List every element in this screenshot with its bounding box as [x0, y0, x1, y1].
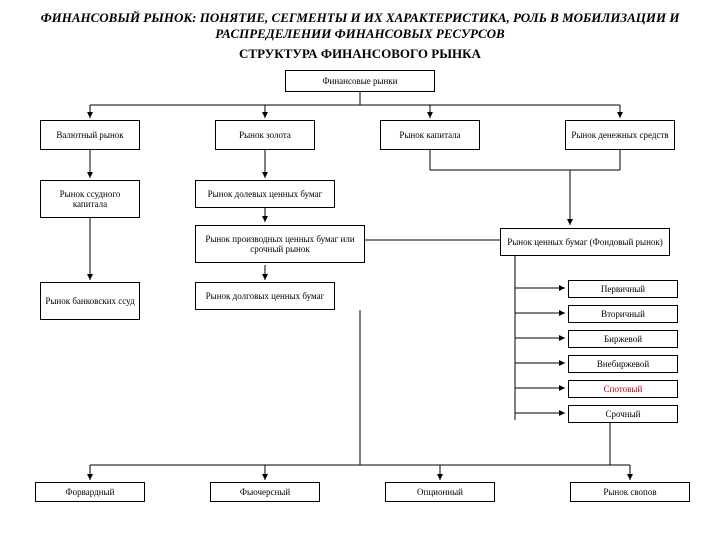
node-forward: Форвардный	[35, 482, 145, 502]
main-title: ФИНАНСОВЫЙ РЫНОК: ПОНЯТИЕ, СЕГМЕНТЫ И ИХ…	[10, 10, 710, 42]
node-option: Опционный	[385, 482, 495, 502]
node-gold: Рынок золота	[215, 120, 315, 150]
node-futures: Фьючерсный	[210, 482, 320, 502]
node-securities: Рынок ценных бумаг (Фондовый рынок)	[500, 228, 670, 256]
subtitle: СТРУКТУРА ФИНАНСОВОГО РЫНКА	[10, 46, 710, 62]
node-loan-capital: Рынок ссудного капитала	[40, 180, 140, 218]
node-money: Рынок денежных средств	[565, 120, 675, 150]
node-exchange: Биржевой	[568, 330, 678, 348]
node-forward-term: Срочный	[568, 405, 678, 423]
node-root: Финансовые рынки	[285, 70, 435, 92]
node-swap: Рынок свопов	[570, 482, 690, 502]
node-secondary: Вторичный	[568, 305, 678, 323]
node-debt: Рынок долговых ценных бумаг	[195, 282, 335, 310]
node-primary: Первичный	[568, 280, 678, 298]
node-capital: Рынок капитала	[380, 120, 480, 150]
node-equity: Рынок долевых ценных бумаг	[195, 180, 335, 208]
node-otc: Внебиржевой	[568, 355, 678, 373]
node-spot: Спотовый	[568, 380, 678, 398]
node-currency: Валютный рынок	[40, 120, 140, 150]
node-derivatives: Рынок производных ценных бумаг или срочн…	[195, 225, 365, 263]
flowchart: Финансовые рынки Валютный рынок Рынок зо…	[10, 70, 710, 530]
node-bank-loans: Рынок банковских ссуд	[40, 282, 140, 320]
